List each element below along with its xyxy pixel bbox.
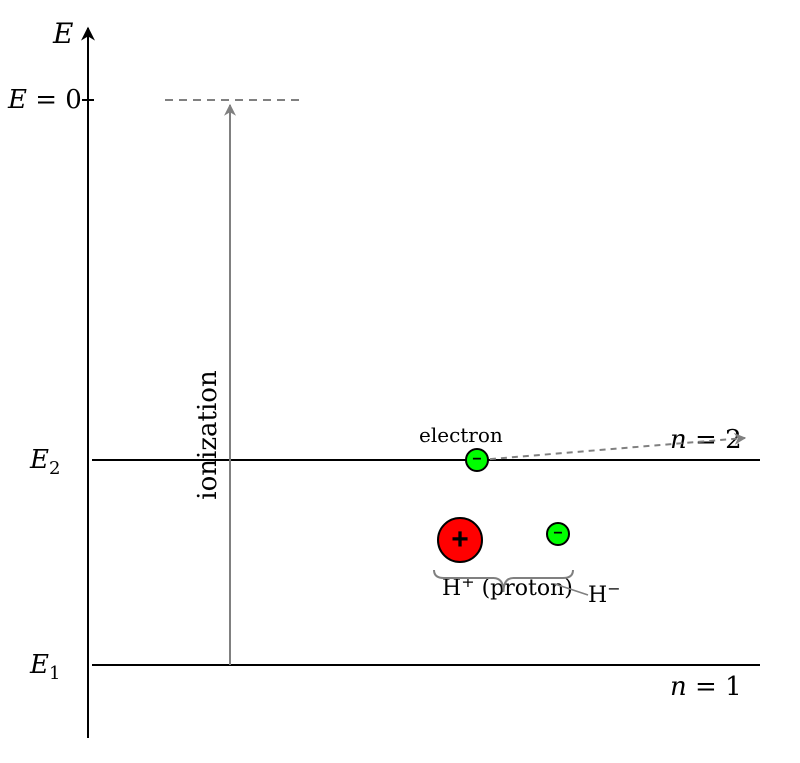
svg-text:E = 0: E = 0	[7, 85, 82, 115]
electron-bound-minus-icon: −	[553, 525, 562, 542]
svg-text:n = 2: n = 2	[670, 425, 742, 455]
svg-text:E2: E2	[29, 445, 60, 479]
proton-plus-icon: +	[451, 523, 469, 556]
electron-n2-label: electron	[419, 423, 503, 447]
level-n2-label: n = 2	[670, 425, 742, 455]
proton-label: H+ (proton)	[442, 572, 573, 601]
energy-axis-label: E	[52, 17, 73, 50]
level-n2-E-label: E2	[29, 445, 60, 479]
svg-text:n = 1: n = 1	[670, 672, 742, 702]
level-n1-E-label: E1	[29, 650, 60, 684]
level-zero-label: E = 0	[7, 85, 82, 115]
h-minus-label: H−	[588, 579, 621, 608]
level-n1-label: n = 1	[670, 672, 742, 702]
ionization-label: ionization	[193, 370, 223, 500]
svg-text:E1: E1	[29, 650, 60, 684]
electron-n2-minus-icon: −	[472, 451, 481, 468]
